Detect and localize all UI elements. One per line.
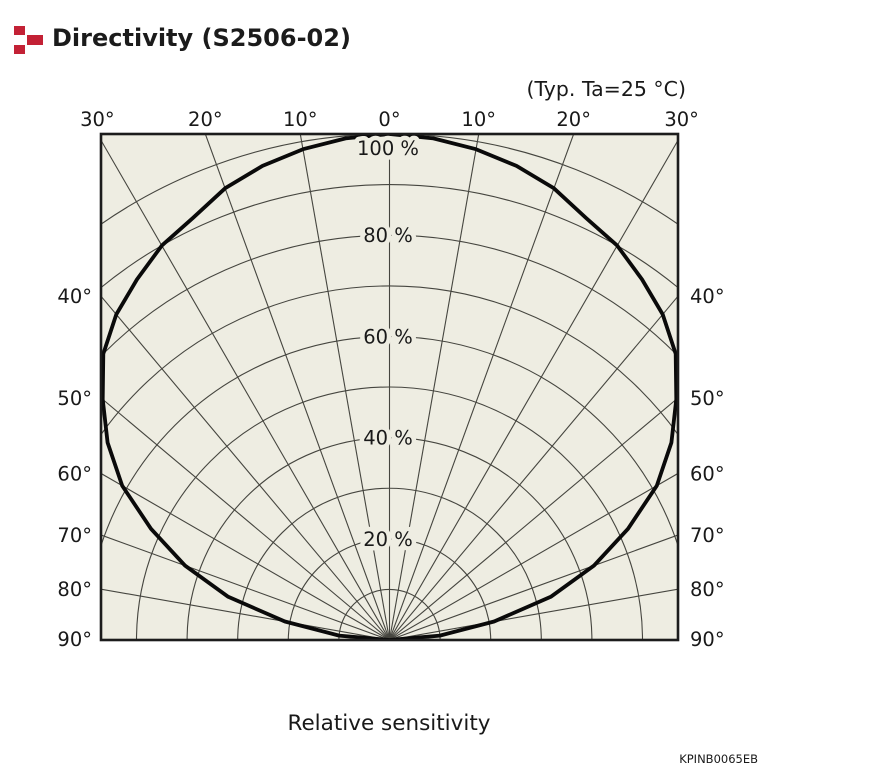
angle-grid-line <box>389 139 678 640</box>
side-angle-tick-left: 90° <box>57 628 92 651</box>
side-angle-tick-right: 90° <box>690 628 725 651</box>
side-angle-tick-right: 50° <box>690 387 725 410</box>
side-angle-tick-left: 60° <box>57 462 92 485</box>
angle-grid-line <box>388 134 575 640</box>
radial-percent-label: 100 % <box>357 137 419 160</box>
section-header: Directivity (S2506-02) <box>14 24 351 55</box>
side-angle-tick-right: 80° <box>690 578 725 601</box>
side-angle-tick-left: 40° <box>57 285 92 308</box>
page-title: Directivity (S2506-02) <box>52 24 351 52</box>
plot-frame <box>99 132 680 642</box>
side-angle-tick-left: 80° <box>57 578 92 601</box>
chart-footnote: KPINB0065EB <box>679 752 758 766</box>
top-angle-tick: 0° <box>378 108 400 131</box>
radial-percent-label: 40 % <box>363 427 413 450</box>
top-angle-tick: 30° <box>664 108 699 131</box>
angle-grid-line <box>388 134 480 640</box>
angle-grid-line <box>204 134 391 640</box>
top-angle-tick: 30° <box>80 108 115 131</box>
section-marker-icon <box>14 26 44 55</box>
top-angle-tick: 10° <box>283 108 318 131</box>
directivity-curve-path <box>101 134 678 640</box>
chart-condition-label: (Typ. Ta=25 °C) <box>526 77 686 101</box>
radial-percent-label: 60 % <box>363 325 413 348</box>
angle-grid-line <box>101 534 390 640</box>
side-angle-tick-right: 70° <box>690 524 725 547</box>
directivity-curve <box>101 134 678 640</box>
curve-clip-group <box>101 134 678 640</box>
angle-grid-line <box>389 397 678 640</box>
top-angle-tick: 20° <box>188 108 223 131</box>
chart-x-axis-title: Relative sensitivity <box>287 711 490 736</box>
radial-percent-label: 80 % <box>363 224 413 247</box>
radial-percent-label: 20 % <box>363 528 413 551</box>
angle-grid-line <box>389 295 678 640</box>
angle-grid-line <box>389 472 678 640</box>
side-angle-tick-left: 50° <box>57 387 92 410</box>
angle-grid-line <box>299 134 391 640</box>
angle-grid-line <box>101 397 390 640</box>
side-angle-tick-left: 70° <box>57 524 92 547</box>
angle-grid-line <box>101 472 390 640</box>
angle-grid-line <box>101 139 390 640</box>
angle-grid-line <box>389 534 678 640</box>
tick-labels: 30° 20° 10° 0° 10° 20° 30° 40° 40° 50° 50° 60° 60° 70… <box>57 108 724 651</box>
angle-grid-line <box>389 588 678 640</box>
top-angle-tick: 20° <box>556 108 591 131</box>
top-angle-tick: 10° <box>461 108 496 131</box>
plot-border <box>99 132 680 642</box>
side-angle-tick-right: 60° <box>690 462 725 485</box>
angle-grid-line <box>101 588 390 640</box>
polar-grid <box>101 134 678 640</box>
side-angle-tick-right: 40° <box>690 285 725 308</box>
angle-grid-line <box>101 295 390 640</box>
